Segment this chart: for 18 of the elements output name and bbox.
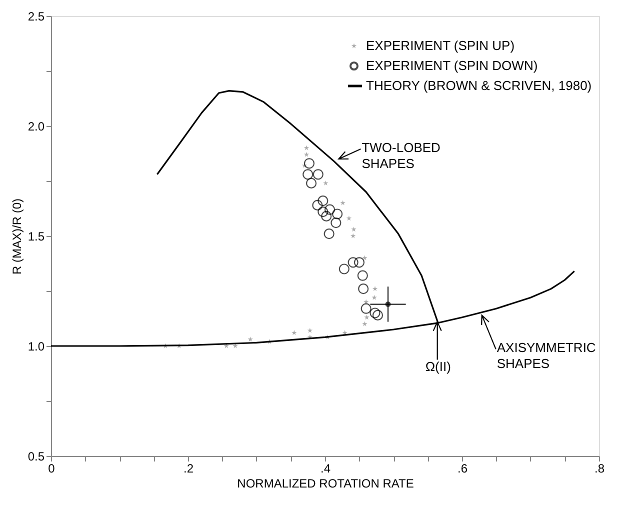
x-axis-title: NORMALIZED ROTATION RATE (237, 476, 414, 490)
x-tick-label: .8 (594, 462, 605, 476)
y-tick-label: 1.0 (28, 340, 45, 354)
x-tick-label: .2 (183, 462, 194, 476)
legend-label: THEORY (BROWN & SCRIVEN, 1980) (366, 78, 592, 93)
x-tick-label: .6 (457, 462, 468, 476)
y-tick-label: 2.5 (28, 10, 45, 24)
y-tick-label: 1.5 (28, 230, 45, 244)
y-axis-title: R (MAX)/R (0) (10, 198, 24, 274)
legend-label: EXPERIMENT (SPIN DOWN) (366, 58, 538, 73)
x-tick-label: 0 (48, 462, 56, 476)
annotation: TWO-LOBED SHAPES (362, 140, 440, 171)
y-tick-label: 2.0 (28, 120, 45, 134)
y-tick-label: 0.5 (28, 450, 45, 464)
x-tick-label: .4 (320, 462, 331, 476)
annotation: AXISYMMETRIC SHAPES (496, 340, 596, 372)
annotation: Ω(II) (425, 358, 451, 374)
legend-label: EXPERIMENT (SPIN UP) (366, 38, 515, 53)
